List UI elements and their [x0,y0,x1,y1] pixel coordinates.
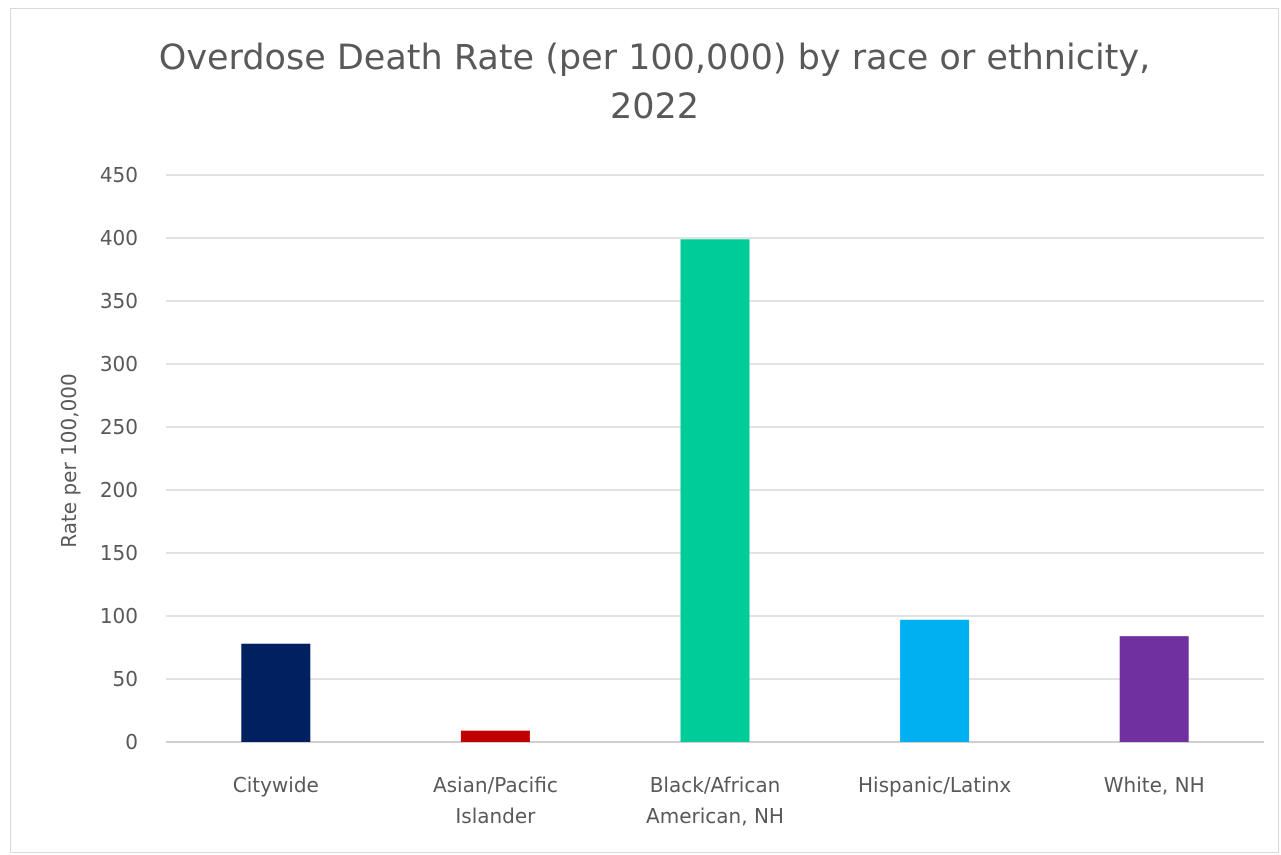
y-axis-label: Rate per 100,000 [57,373,81,548]
y-axis-ticks: 0 50 100 150 200 250 300 350 400 450 [100,163,138,754]
y-tick-label: 200 [100,478,138,502]
x-tick-label: Citywide [233,773,319,797]
y-tick-label: 400 [100,226,138,250]
y-tick-label: 150 [100,541,138,565]
y-tick-label: 250 [100,415,138,439]
y-tick-label: 50 [113,667,138,691]
y-tick-label: 300 [100,352,138,376]
bar [680,239,750,742]
bar [1119,636,1189,742]
x-tick-label: Asian/Pacific Islander [433,773,558,828]
y-tick-label: 350 [100,289,138,313]
chart-title-line-2: 2022 [609,87,700,127]
chart-frame [10,8,1279,853]
bar [900,619,970,742]
x-axis-ticks: Citywide Asian/Pacific Islander Black/Afric… [233,773,1205,828]
bars [241,239,1189,742]
chart-title-line-1: Overdose Death Rate (per 100,000) by rac… [158,38,1151,78]
y-tick-label: 0 [125,730,138,754]
y-tick-label: 100 [100,604,138,628]
chart-title: Overdose Death Rate (per 100,000) by rac… [0,34,1281,132]
x-tick-label: Black/African American, NH [646,773,784,828]
y-tick-label: 450 [100,163,138,187]
bar [241,643,311,742]
x-tick-label: White, NH [1104,773,1205,797]
x-tick-label: Hispanic/Latinx [858,773,1011,797]
bar [460,730,530,742]
